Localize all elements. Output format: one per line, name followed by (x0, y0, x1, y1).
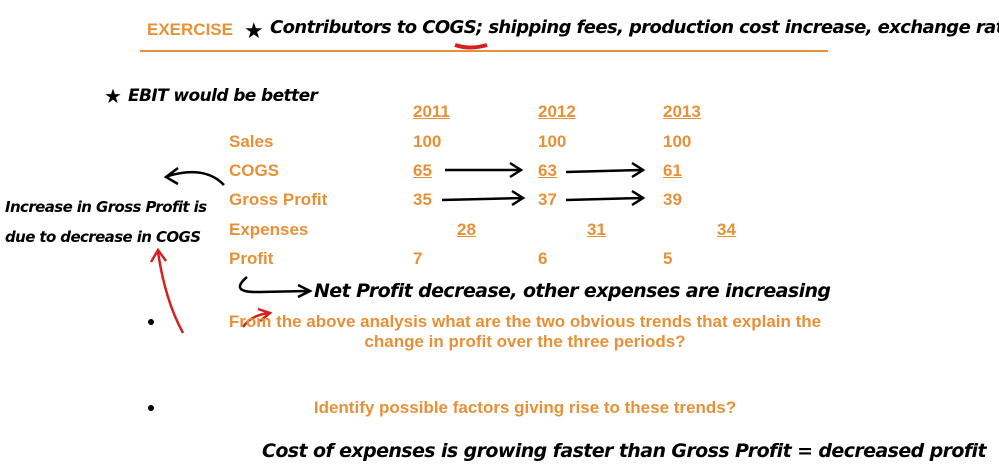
cell: 7 (413, 249, 423, 268)
cell: 65 (413, 161, 432, 180)
cell: 100 (663, 132, 692, 151)
star: ★ (244, 19, 264, 44)
note: Net Profit decrease, other expenses are … (314, 280, 831, 302)
cell: 61 (663, 161, 682, 180)
row-label: Expenses (229, 220, 309, 239)
cell: 34 (717, 220, 736, 239)
bullet-text: From the above analysis what are the two… (228, 312, 822, 351)
cell: 31 (587, 220, 606, 239)
red-arrows (149, 247, 273, 334)
cell: 35 (413, 190, 432, 209)
bullet-text: Identify possible factors giving rise to… (313, 398, 737, 417)
column-header: 2011 (413, 102, 450, 121)
cell: 6 (538, 249, 548, 268)
arrows (163, 161, 646, 299)
row-label: Gross Profit (229, 190, 328, 209)
star: ★ (104, 84, 122, 108)
bullet-dot (148, 319, 154, 325)
row-label: COGS (229, 161, 280, 180)
cell: 100 (413, 132, 442, 151)
column-header: 2012 (538, 102, 576, 121)
title: EXERCISE (147, 20, 233, 39)
note: Cost of expenses is growing faster than … (262, 440, 987, 462)
note: Contributors to COGS; shipping fees, pro… (270, 17, 999, 38)
row-label: Sales (229, 132, 274, 151)
row-label: Profit (229, 249, 274, 268)
cell: 5 (663, 249, 673, 268)
column-header: 2013 (663, 102, 701, 121)
cell: 100 (538, 132, 567, 151)
cell: 37 (538, 190, 557, 209)
cell: 39 (663, 190, 682, 209)
red-underline (454, 43, 488, 50)
bullet-dot (148, 405, 154, 411)
cell: 28 (457, 220, 476, 239)
note: Increase in Gross Profit is due to decre… (5, 198, 207, 246)
note: EBIT would be better (128, 86, 318, 106)
cell: 63 (538, 161, 557, 180)
